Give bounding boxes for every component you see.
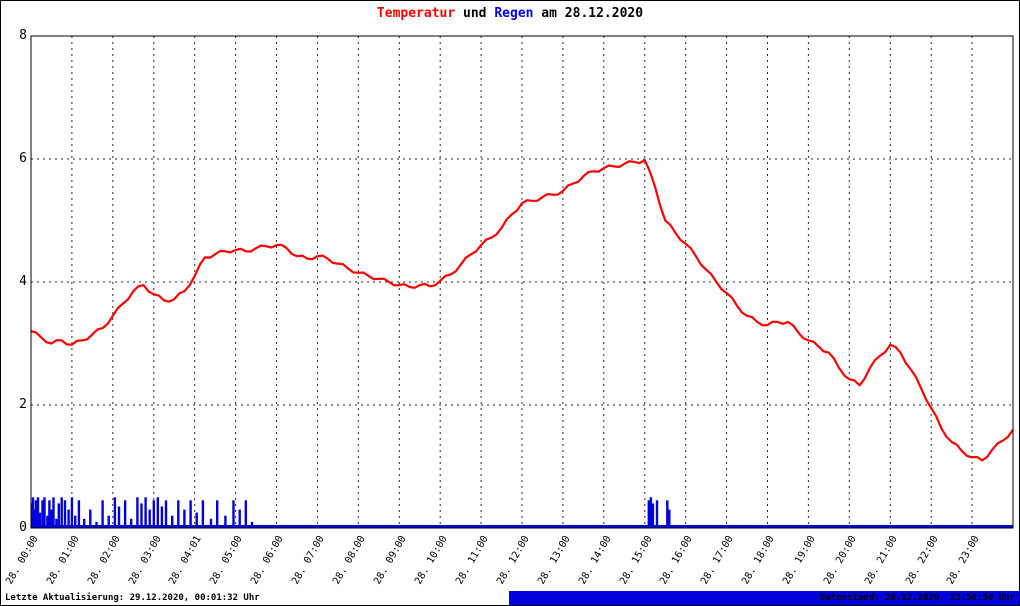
datenstand-text: Datenstand: 28.12.2020, 23:58:50 Uhr: [819, 593, 1015, 603]
last-update-text: Letzte Aktualisierung: 29.12.2020, 00:01…: [5, 593, 260, 603]
title-temperatur: Temperatur: [376, 6, 456, 21]
y-tick-label: 6: [19, 151, 27, 166]
title-und: und: [455, 6, 495, 21]
y-tick-label: 2: [19, 397, 27, 412]
title-date: am 28.12.2020: [533, 6, 644, 21]
chart-title: Temperatur und Regen am 28.12.2020: [1, 6, 1019, 21]
y-tick-label: 0: [19, 520, 27, 535]
footer: Letzte Aktualisierung: 29.12.2020, 00:01…: [1, 591, 1019, 605]
y-tick-label: 8: [19, 28, 27, 43]
datenstand-bar: Datenstand: 28.12.2020, 23:58:50 Uhr: [508, 591, 1019, 605]
y-tick-label: 4: [19, 274, 27, 289]
title-regen: Regen: [494, 6, 534, 21]
